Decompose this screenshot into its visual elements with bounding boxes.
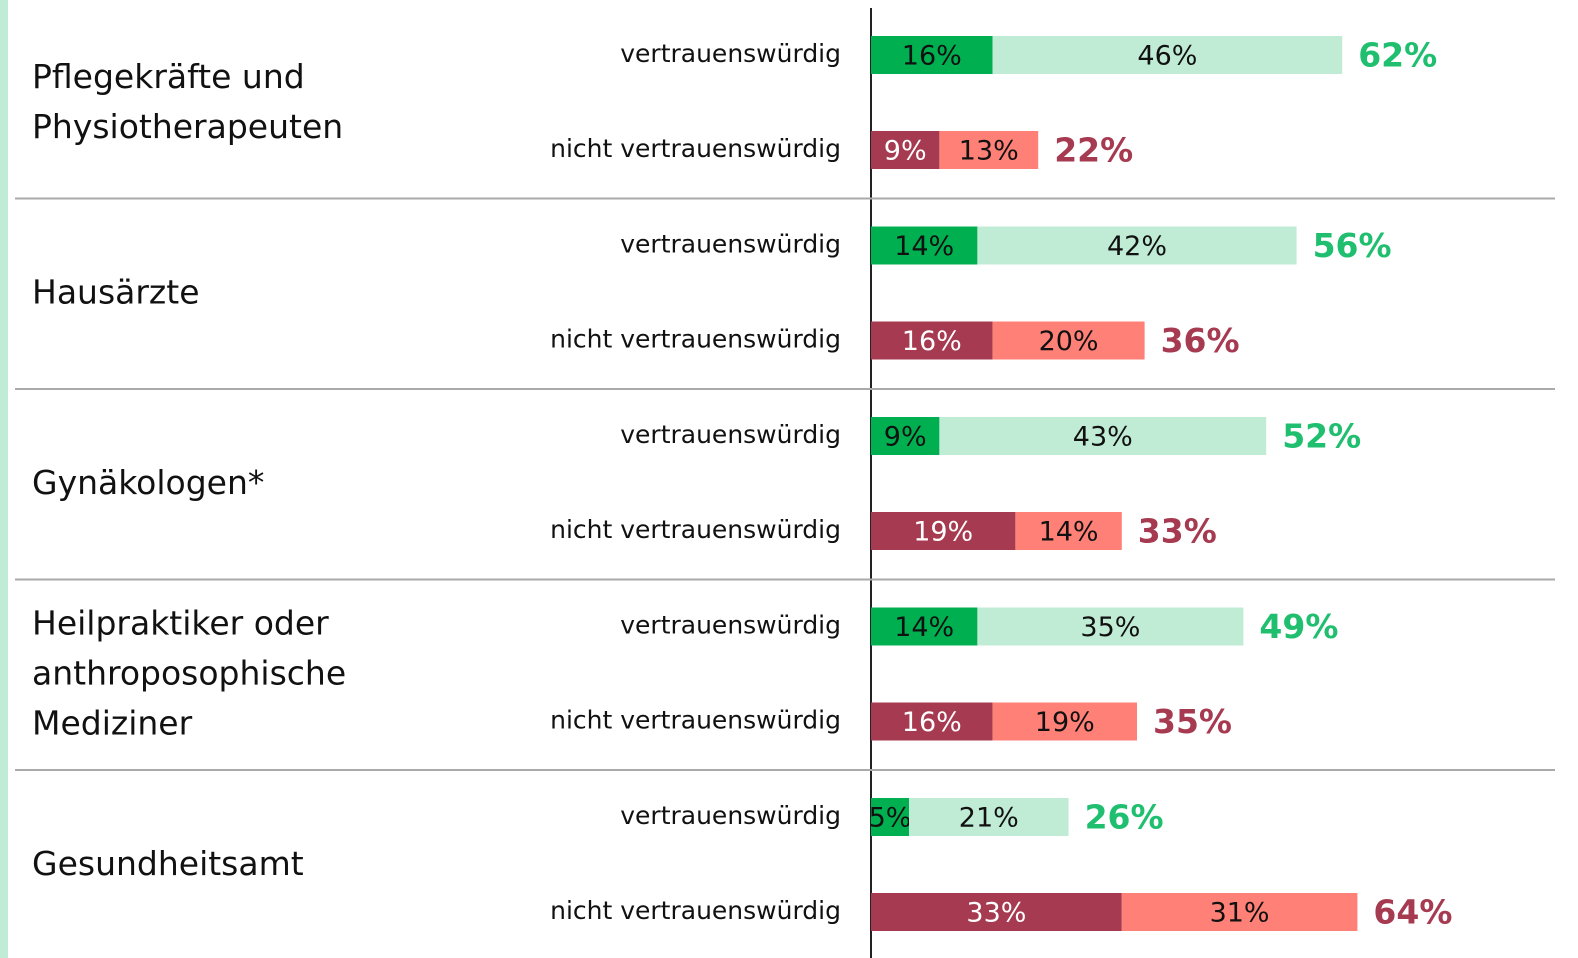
group-label: Gesundheitsamt [32, 844, 304, 883]
total-label: 26% [1085, 798, 1164, 837]
segment-label: 42% [1107, 231, 1167, 262]
total-label: 35% [1153, 702, 1232, 741]
row-label: vertrauenswürdig [620, 420, 841, 449]
segment-label: 9% [884, 422, 927, 453]
segment-label: 19% [913, 517, 973, 548]
total-label: 33% [1138, 512, 1217, 551]
segment-label: 13% [959, 136, 1019, 167]
segment-label: 16% [902, 707, 962, 738]
row-label: vertrauenswürdig [620, 39, 841, 68]
bar-segment [871, 798, 909, 836]
bar-segment [992, 702, 1137, 741]
bar-segment [871, 226, 978, 265]
group-label: Heilpraktiker oder [32, 603, 329, 642]
group-label: Mediziner [32, 703, 193, 742]
total-label: 22% [1054, 131, 1133, 170]
segment-label: 5% [869, 803, 912, 834]
bar-segment [909, 798, 1069, 836]
row-label: vertrauenswürdig [620, 611, 841, 640]
segment-label: 35% [1080, 612, 1140, 643]
total-label: 52% [1282, 417, 1361, 456]
total-label: 49% [1259, 607, 1338, 646]
segment-label: 9% [884, 136, 927, 167]
segment-label: 46% [1137, 41, 1197, 72]
row-label: nicht vertrauenswürdig [550, 134, 841, 163]
segment-label: 14% [894, 612, 954, 643]
row-label: vertrauenswürdig [620, 230, 841, 259]
total-label: 36% [1161, 321, 1240, 360]
group-label: Gynäkologen* [32, 463, 264, 502]
group-label: Hausärzte [32, 272, 200, 311]
bar-segment [992, 36, 1343, 74]
group-label: anthroposophische [32, 653, 346, 692]
bar-segment [871, 702, 993, 741]
total-label: 64% [1373, 893, 1452, 932]
segment-label: 21% [959, 803, 1019, 834]
segment-label: 31% [1210, 898, 1270, 929]
bar-segment [1015, 512, 1122, 550]
segment-label: 16% [902, 41, 962, 72]
row-label: nicht vertrauenswürdig [550, 325, 841, 354]
bar-segment [871, 131, 940, 169]
bar-segment [871, 512, 1016, 550]
bar-segment [871, 321, 993, 360]
segment-label: 20% [1039, 326, 1099, 357]
segment-label: 16% [902, 326, 962, 357]
row-label: nicht vertrauenswürdig [550, 896, 841, 925]
segment-label: 19% [1035, 707, 1095, 738]
segment-label: 14% [894, 231, 954, 262]
row-label: nicht vertrauenswürdig [550, 515, 841, 544]
group-label: Pflegekräfte und [32, 57, 305, 96]
total-label: 62% [1358, 36, 1437, 75]
bar-segment [977, 226, 1297, 265]
segment-label: 43% [1073, 422, 1133, 453]
total-label: 56% [1313, 226, 1392, 265]
segment-label: 14% [1039, 517, 1099, 548]
bar-segment [939, 417, 1267, 455]
bar-segment [871, 607, 978, 646]
bar-segment [977, 607, 1244, 646]
bar-segment [992, 321, 1145, 360]
row-label: vertrauenswürdig [620, 801, 841, 830]
bar-segment [939, 131, 1039, 169]
row-label: nicht vertrauenswürdig [550, 706, 841, 735]
group-label: Physiotherapeuten [32, 107, 343, 146]
bar-segment [1121, 893, 1358, 931]
bar-segment [871, 893, 1122, 931]
left-stripe [0, 0, 8, 958]
segment-label: 33% [966, 898, 1026, 929]
bar-segment [871, 36, 993, 74]
bar-segment [871, 417, 940, 455]
